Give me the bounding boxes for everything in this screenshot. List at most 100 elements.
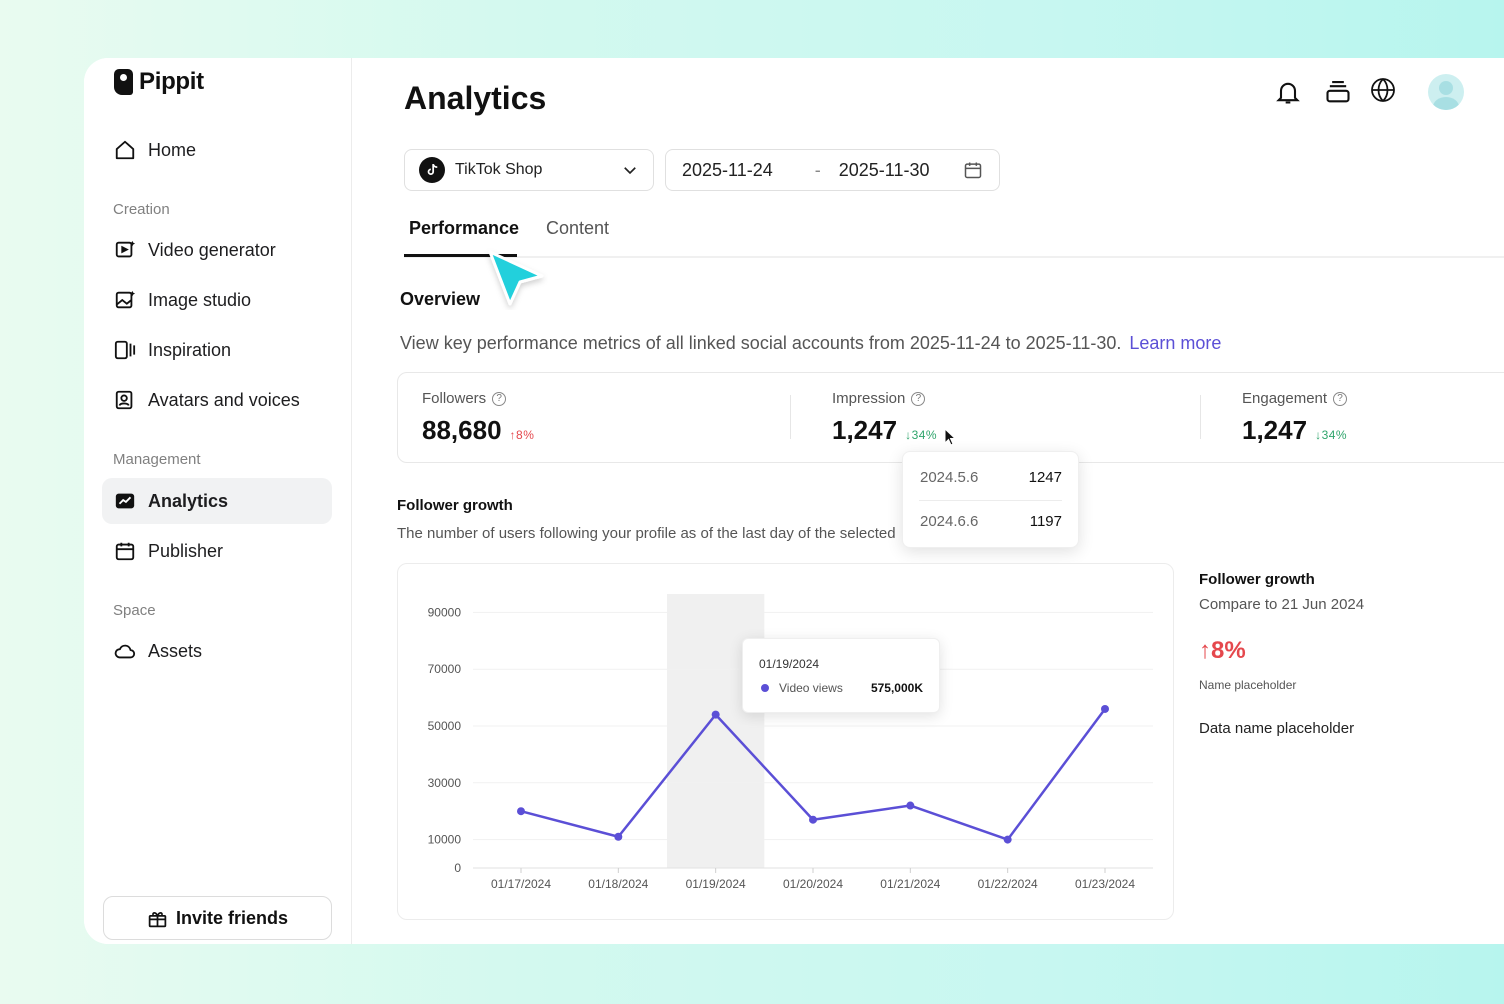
metric-value: 1,247 ↓34% bbox=[1242, 415, 1347, 446]
highlight-band bbox=[667, 594, 765, 868]
metric-label: Engagement? bbox=[1242, 390, 1348, 407]
help-icon[interactable]: ? bbox=[911, 391, 926, 406]
sidebar-item-video-generator[interactable]: Video generator bbox=[102, 227, 332, 273]
follower-growth-chart[interactable]: 90000 70000 50000 30000 10000 0 01/17/2024 01/1… bbox=[397, 563, 1174, 920]
date-separator: - bbox=[814, 159, 821, 180]
sidebar-item-inspiration[interactable]: Inspiration bbox=[102, 327, 332, 373]
data-point bbox=[1101, 704, 1109, 713]
y-tick-label: 10000 bbox=[428, 833, 462, 847]
tooltip-date: 2024.5.6 bbox=[920, 469, 979, 486]
avatar[interactable] bbox=[1428, 74, 1464, 110]
metrics-card: Followers? 88,680 ↑8% Impression? 1,247 ↓3… bbox=[397, 372, 1504, 463]
line-chart: 90000 70000 50000 30000 10000 0 01/17/2024 01/1… bbox=[428, 594, 1153, 891]
invite-friends-label: Invite friends bbox=[175, 907, 289, 928]
calendar-icon bbox=[964, 162, 982, 179]
y-tick-label: 90000 bbox=[428, 605, 462, 619]
sidebar-item-label: Analytics bbox=[148, 490, 229, 511]
sidebar-item-label: Home bbox=[148, 139, 197, 160]
date-range-picker[interactable]: 2025-11-24 - 2025-11-30 bbox=[665, 149, 1000, 191]
data-point bbox=[1003, 835, 1012, 844]
cloud-icon bbox=[114, 644, 136, 659]
calendar-icon bbox=[115, 542, 135, 561]
metric-value: 88,680 ↑8% bbox=[422, 415, 534, 446]
chart-tooltip: 01/19/2024 Video views 575,000K bbox=[742, 638, 940, 713]
data-point bbox=[906, 801, 915, 810]
app-window: Pippit Home Creation Video generator Ima… bbox=[84, 58, 1504, 944]
data-point bbox=[711, 710, 720, 719]
sidebar-item-label: Assets bbox=[148, 640, 203, 661]
data-point bbox=[517, 807, 525, 816]
shop-select-value: TikTok Shop bbox=[455, 161, 543, 178]
follower-growth-title: Follower growth bbox=[397, 497, 513, 514]
shop-select[interactable]: TikTok Shop bbox=[404, 149, 654, 191]
app-name: Pippit bbox=[139, 68, 204, 95]
data-point bbox=[614, 832, 623, 841]
divider bbox=[790, 395, 791, 439]
y-tick-label: 50000 bbox=[428, 719, 462, 733]
cursor-icon bbox=[488, 250, 544, 306]
language-button[interactable]: EN bbox=[1370, 76, 1410, 108]
follower-growth-description: The number of users following your profi… bbox=[397, 525, 896, 542]
chart-tooltip-row: Video views 575,000K bbox=[761, 681, 923, 695]
sidebar-item-label: Avatars and voices bbox=[148, 389, 300, 410]
tooltip-value: 1197 bbox=[1029, 513, 1062, 530]
inspiration-icon bbox=[114, 340, 136, 360]
x-tick-label: 01/23/2024 bbox=[1075, 877, 1135, 891]
series-color-dot bbox=[761, 684, 769, 692]
overview-description: View key performance metrics of all link… bbox=[400, 333, 1221, 354]
impression-tooltip: 2024.5.6 1247 2024.6.6 1197 bbox=[902, 451, 1079, 548]
layers-button[interactable] bbox=[1322, 76, 1354, 108]
help-icon[interactable]: ? bbox=[1333, 391, 1348, 406]
metric-label: Followers? bbox=[422, 390, 507, 407]
sidebar-item-home[interactable]: Home bbox=[102, 127, 332, 173]
page-title: Analytics bbox=[404, 80, 547, 116]
pippit-logo-icon bbox=[114, 69, 133, 95]
y-tick-label: 0 bbox=[454, 861, 461, 875]
date-from[interactable]: 2025-11-24 bbox=[682, 159, 773, 180]
x-tick-label: 01/17/2024 bbox=[491, 877, 551, 891]
summary-compare: Compare to 21 Jun 2024 bbox=[1199, 596, 1365, 613]
section-label-management: Management bbox=[113, 451, 201, 468]
divider bbox=[919, 500, 1062, 501]
sidebar-item-label: Inspiration bbox=[148, 339, 232, 360]
metric-label-text: Followers bbox=[422, 390, 487, 407]
data-point bbox=[809, 815, 817, 824]
tab-performance[interactable]: Performance bbox=[409, 218, 520, 238]
overview-description-text: View key performance metrics of all link… bbox=[400, 333, 1122, 353]
invite-friends-button[interactable]: Invite friends bbox=[103, 896, 332, 940]
sidebar-item-assets[interactable]: Assets bbox=[102, 628, 332, 674]
divider bbox=[1200, 395, 1201, 439]
app-logo[interactable]: Pippit bbox=[114, 68, 204, 96]
chart-tooltip-date: 01/19/2024 bbox=[759, 657, 820, 671]
x-tick-label: 01/21/2024 bbox=[880, 877, 940, 891]
x-tick-label: 01/22/2024 bbox=[978, 877, 1038, 891]
notifications-button[interactable] bbox=[1272, 76, 1304, 108]
sidebar-item-publisher[interactable]: Publisher bbox=[102, 528, 332, 574]
active-tab-indicator bbox=[404, 254, 517, 257]
metric-label-text: Impression bbox=[832, 390, 906, 407]
mouse-pointer-icon bbox=[944, 428, 957, 446]
summary-name-placeholder: Name placeholder bbox=[1199, 678, 1297, 692]
metric-label: Impression? bbox=[832, 390, 926, 407]
section-label-space: Space bbox=[113, 602, 156, 619]
date-to[interactable]: 2025-11-30 bbox=[838, 159, 930, 180]
home-icon bbox=[115, 140, 135, 160]
chevron-down-icon bbox=[624, 167, 636, 175]
metric-label-text: Engagement bbox=[1242, 390, 1328, 407]
sidebar-item-image-studio[interactable]: Image studio bbox=[102, 277, 332, 323]
tab-content[interactable]: Content bbox=[546, 218, 610, 238]
metric-delta: ↑8% bbox=[509, 428, 535, 442]
header-actions: EN bbox=[1272, 74, 1464, 110]
sidebar-item-label: Image studio bbox=[148, 289, 252, 310]
x-tick-label: 01/20/2024 bbox=[783, 877, 843, 891]
summary-title: Follower growth bbox=[1199, 571, 1315, 588]
metric-value-text: 88,680 bbox=[422, 415, 502, 445]
sidebar-item-analytics[interactable]: Analytics bbox=[102, 478, 332, 524]
learn-more-link[interactable]: Learn more bbox=[1129, 333, 1222, 353]
tooltip-row: 2024.6.6 1197 bbox=[920, 513, 1062, 530]
sidebar-item-avatars-voices[interactable]: Avatars and voices bbox=[102, 377, 332, 423]
metric-value-text: 1,247 bbox=[1242, 415, 1308, 445]
tooltip-value: 1247 bbox=[1028, 469, 1062, 486]
metric-value-text: 1,247 bbox=[832, 415, 898, 445]
help-icon[interactable]: ? bbox=[492, 391, 507, 406]
